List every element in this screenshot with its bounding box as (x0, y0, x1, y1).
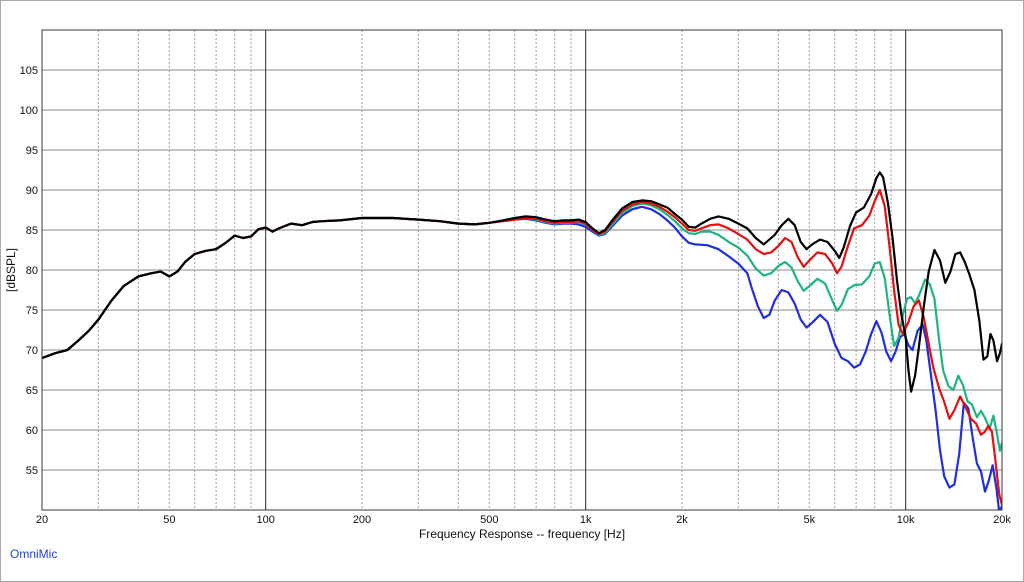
tick-labels: 55 60 65 70 75 80 85 90 95 100 105 20 50 100 200 500 1k 2… (20, 65, 1012, 526)
y-axis-title: [dBSPL] (4, 248, 18, 292)
y-tick-label: 70 (26, 345, 38, 357)
y-tick-label: 95 (26, 145, 38, 157)
series-line-1 (42, 171, 1002, 393)
series-line-2 (42, 188, 1002, 507)
y-tick-label: 55 (26, 465, 38, 477)
y-tick-label: 90 (26, 185, 38, 197)
series-line-4 (42, 205, 1002, 510)
x-tick-label: 100 (256, 514, 274, 526)
y-tick-label: 100 (20, 105, 38, 117)
x-tick-label: 1k (580, 514, 592, 526)
x-tick-label: 2k (676, 514, 688, 526)
x-tick-label: 10k (897, 514, 915, 526)
x-tick-label: 500 (480, 514, 498, 526)
series-line-3 (42, 202, 1002, 452)
x-tick-label: 20k (993, 514, 1011, 526)
y-tick-label: 75 (26, 305, 38, 317)
x-tick-label: 50 (163, 514, 175, 526)
x-tick-label: 200 (353, 514, 371, 526)
x-axis-title: Frequency Response -- frequency [Hz] (419, 527, 625, 541)
x-tick-label: 20 (36, 514, 48, 526)
y-tick-label: 60 (26, 425, 38, 437)
y-tick-label: 80 (26, 265, 38, 277)
brand-label: OmniMic (10, 547, 58, 561)
x-tick-label: 5k (804, 514, 816, 526)
y-tick-label: 85 (26, 225, 38, 237)
y-tick-label: 65 (26, 385, 38, 397)
plot-border (41, 29, 1003, 511)
grid (42, 30, 1002, 510)
series-lines (42, 171, 1002, 510)
y-tick-label: 105 (20, 65, 38, 77)
